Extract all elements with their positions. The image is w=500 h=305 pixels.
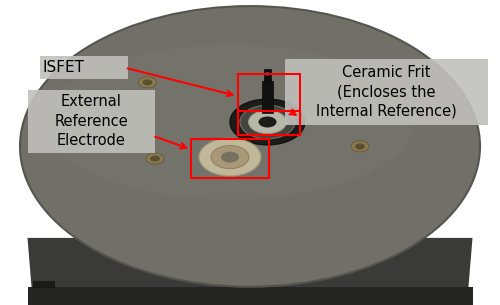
Ellipse shape (264, 72, 270, 76)
Circle shape (230, 99, 305, 145)
Circle shape (146, 153, 164, 164)
Bar (191, 139, 268, 178)
Polygon shape (28, 238, 472, 299)
Bar (28, 287, 472, 305)
Circle shape (355, 143, 365, 149)
Circle shape (248, 110, 286, 134)
FancyBboxPatch shape (28, 90, 155, 152)
Text: Ceramic Frit
(Encloses the
Internal Reference): Ceramic Frit (Encloses the Internal Refe… (316, 65, 457, 119)
Bar (238, 111, 300, 135)
Circle shape (345, 79, 355, 85)
Circle shape (351, 141, 369, 152)
Text: ISFET: ISFET (42, 60, 84, 75)
Circle shape (138, 77, 156, 88)
Circle shape (258, 117, 276, 127)
Text: External
Reference
Electrode: External Reference Electrode (54, 94, 128, 148)
Bar (32, 281, 55, 288)
Circle shape (199, 138, 261, 176)
FancyBboxPatch shape (285, 59, 488, 125)
Circle shape (150, 156, 160, 162)
Circle shape (221, 152, 239, 163)
Circle shape (142, 79, 152, 85)
Bar (262, 81, 273, 113)
Bar (264, 69, 271, 81)
FancyBboxPatch shape (40, 56, 128, 79)
Circle shape (341, 77, 359, 88)
Ellipse shape (20, 6, 480, 287)
Circle shape (240, 105, 295, 139)
Ellipse shape (46, 45, 414, 199)
Circle shape (211, 145, 249, 169)
Bar (238, 74, 300, 135)
